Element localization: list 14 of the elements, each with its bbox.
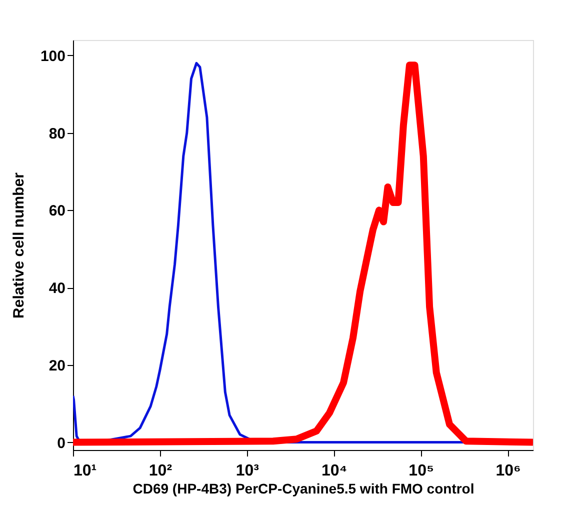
y-tick-label: 60 <box>48 202 66 220</box>
x-axis-title: CD69 (HP-4B3) PerCP-Cyanine5.5 with FMO control <box>132 480 474 496</box>
x-tick-label: 10² <box>148 462 172 480</box>
x-tick-label: 10⁴ <box>322 462 348 480</box>
y-tick-label: 100 <box>40 48 66 65</box>
y-axis-title: Relative cell number <box>10 172 28 318</box>
x-tick-label: 10⁶ <box>496 462 521 480</box>
y-tick-label: 0 <box>57 434 66 452</box>
x-tick-label: 10³ <box>236 462 259 480</box>
y-tick-label: 40 <box>48 280 66 298</box>
x-tick-label: 10¹ <box>74 462 97 480</box>
y-tick-label: 80 <box>48 125 66 142</box>
y-tick-label: 20 <box>48 357 66 374</box>
x-tick-label: 10⁵ <box>408 462 434 480</box>
